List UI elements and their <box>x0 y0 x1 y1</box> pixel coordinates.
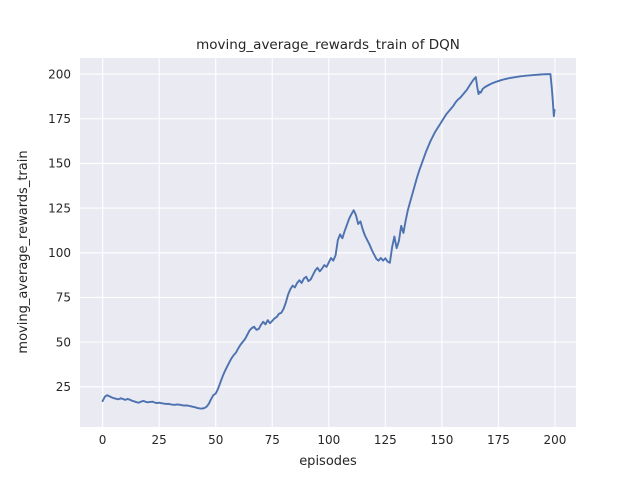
x-tick-label: 25 <box>152 433 167 447</box>
x-tick-label: 150 <box>430 433 453 447</box>
y-tick-label: 100 <box>48 246 71 260</box>
plot-area <box>80 58 576 427</box>
x-tick-label: 125 <box>374 433 397 447</box>
grid-layer <box>80 58 576 427</box>
x-tick-label: 75 <box>265 433 280 447</box>
x-tick-label: 100 <box>317 433 340 447</box>
x-axis-label: episodes <box>299 454 357 469</box>
tick-layer: 0 25 50 75 100 125 150 175 200 25 50 75 100 125 150 175… <box>48 67 566 447</box>
y-tick-label: 200 <box>48 67 71 81</box>
y-tick-label: 75 <box>56 291 71 305</box>
y-axis-label: moving_average_rewards_train <box>16 150 31 353</box>
x-tick-label: 175 <box>487 433 510 447</box>
x-tick-label: 0 <box>99 433 107 447</box>
y-tick-label: 125 <box>48 201 71 215</box>
y-tick-label: 50 <box>56 335 71 349</box>
x-tick-label: 50 <box>208 433 223 447</box>
series-layer <box>101 73 556 410</box>
chart-line <box>101 73 556 410</box>
x-tick-label: 200 <box>544 433 567 447</box>
y-tick-label: 25 <box>56 380 71 394</box>
y-tick-label: 175 <box>48 112 71 126</box>
y-tick-label: 150 <box>48 157 71 171</box>
chart-title: moving_average_rewards_train of DQN <box>196 37 460 53</box>
